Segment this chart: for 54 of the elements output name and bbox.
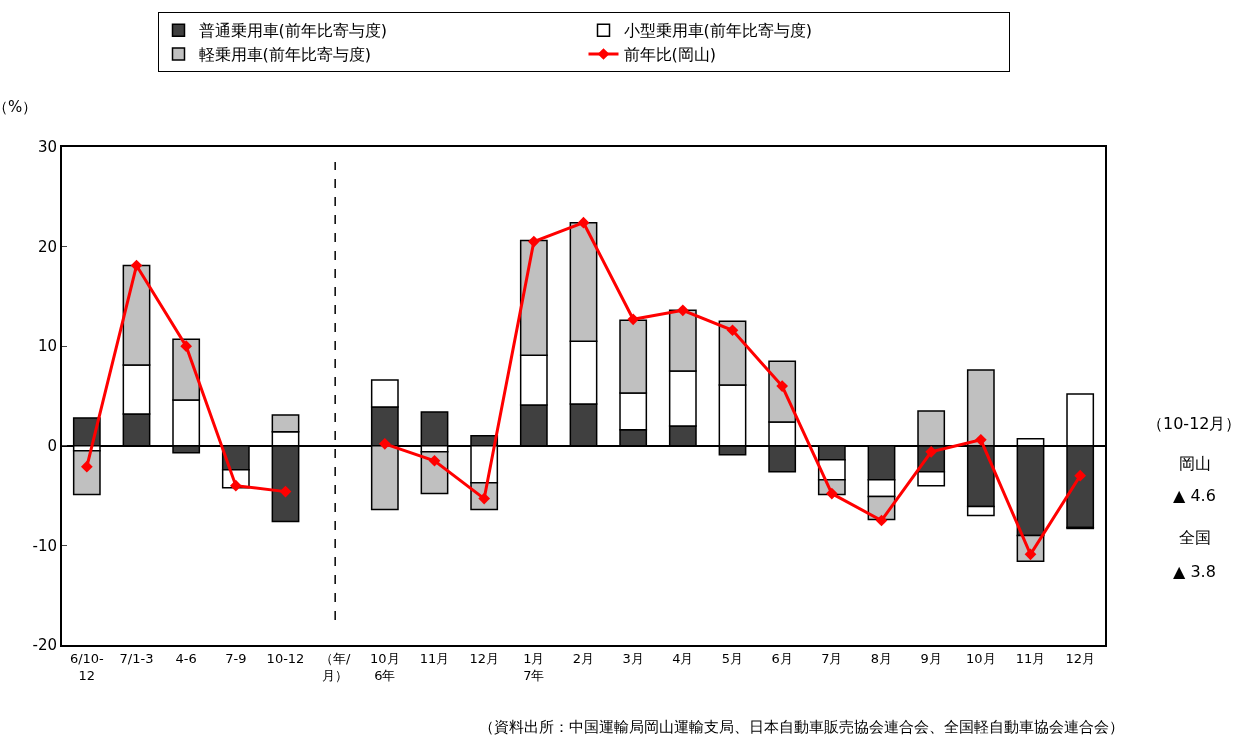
point [776, 380, 789, 392]
y-tick-label: -10 [32, 536, 57, 555]
legend-label: 前年比(岡山) [623, 45, 716, 65]
x-tick-label: 7-9 [225, 650, 247, 666]
y-tick-label: 0 [47, 437, 57, 456]
y-tick-label: 30 [37, 138, 57, 157]
y-tick-label: 10 [37, 337, 57, 356]
point [130, 259, 143, 272]
x-tick-label: 9月 [920, 650, 942, 666]
point [676, 304, 689, 317]
y-tick-label: -20 [32, 636, 57, 655]
x-tick-label: 12月 [1065, 650, 1095, 666]
point [875, 514, 888, 527]
point [1074, 469, 1087, 482]
x-tick-label: 2月 [572, 650, 595, 666]
x-tick-label: 11月 [1015, 650, 1046, 666]
text: （10-12月） [1147, 414, 1242, 433]
point [974, 433, 987, 446]
x-tick-label: 4月 [672, 650, 694, 666]
text: （資料出所：中国運輸局岡山運輸支局、日本自動車販売協会連合会、全国軽自動車協会連合会） [479, 718, 1124, 736]
legend-label: 軽乗用車(前年比寄与度) [198, 45, 371, 65]
legend-label: 小型乗用車(前年比寄与度) [623, 21, 812, 41]
x-tick-label: 8月 [870, 650, 893, 666]
text: 岡山 [1179, 454, 1211, 473]
x-tick-label: 4-6 [175, 650, 197, 666]
x-tick-label: 10月 6年 [370, 650, 400, 683]
x-tick-label: 3月 [622, 650, 644, 666]
x-tick-label: 6/10- 12 [69, 650, 105, 683]
x-tick-label: 6月 [771, 650, 793, 666]
point [726, 324, 739, 337]
point [627, 313, 640, 326]
point [279, 485, 292, 498]
point [527, 235, 540, 248]
x-tick-label: 7月 [821, 650, 843, 666]
x-tick-label: 12月 [469, 650, 499, 666]
x-tick-label: 11月 [419, 650, 450, 666]
point [180, 340, 193, 353]
x-tick-label: 7/1-3 [119, 650, 154, 666]
x-tick-label: 10-12 [266, 650, 305, 666]
text: ▲ 4.6 [1173, 486, 1216, 505]
point [577, 216, 590, 229]
point [428, 454, 441, 467]
point [925, 445, 938, 458]
bar [420, 411, 449, 447]
text: 全国 [1179, 528, 1211, 547]
x-tick-label: 1月 7年 [523, 650, 545, 683]
x-tick-label: 5月 [721, 650, 744, 666]
point [378, 437, 391, 450]
text: ▲ 3.8 [1173, 562, 1216, 581]
y-tick-label: 20 [37, 237, 57, 256]
y-axis-title: （%） [0, 98, 38, 116]
x-tick-label: （年/ 月） [319, 650, 351, 683]
legend-label: 普通乗用車(前年比寄与度) [198, 21, 387, 41]
x-tick-label: 10月 [966, 650, 996, 666]
